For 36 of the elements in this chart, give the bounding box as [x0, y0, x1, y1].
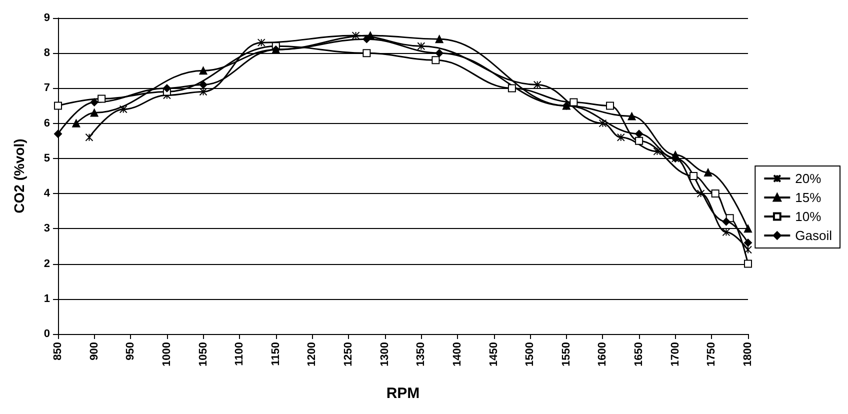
- x-tick-label: 1200: [306, 342, 318, 366]
- y-tick-label: 8: [44, 47, 50, 60]
- legend-label: Gasoil: [795, 228, 832, 243]
- y-tick-label: 3: [44, 222, 50, 235]
- x-tick-label: 1650: [633, 342, 646, 366]
- x-tick-label: 1600: [596, 342, 609, 366]
- legend-label: 10%: [795, 209, 822, 224]
- x-axis-title: RPM: [386, 385, 420, 402]
- x-tick-label: 1450: [488, 342, 500, 366]
- y-axis-title: CO2 (%vol): [11, 138, 27, 214]
- x-tick-label: 1500: [524, 342, 536, 366]
- x-tick-label: 1550: [560, 342, 572, 366]
- y-tick-label: 7: [44, 82, 50, 94]
- x-tick-label: 1100: [234, 342, 246, 366]
- y-tick-label: 2: [44, 258, 50, 270]
- x-tick-label: 1350: [415, 342, 428, 366]
- legend-label: 20%: [795, 171, 822, 186]
- legend-label: 15%: [795, 190, 822, 205]
- x-tick-label: 850: [52, 342, 64, 360]
- x-tick-label: 1300: [378, 342, 391, 366]
- x-tick-label: 1050: [197, 342, 210, 366]
- y-tick-label: 6: [44, 117, 50, 130]
- y-tick-label: 9: [44, 12, 50, 24]
- x-tick-label: 1700: [669, 342, 682, 366]
- x-tick-label: 900: [88, 342, 100, 360]
- x-tick-label: 950: [124, 342, 137, 360]
- y-tick-label: 1: [44, 292, 50, 305]
- x-tick-label: 1400: [451, 342, 464, 366]
- y-tick-label: 5: [44, 152, 50, 164]
- x-tick-label: 1000: [160, 342, 173, 366]
- x-tick-label: 1800: [742, 342, 754, 366]
- x-tick-label: 1750: [706, 342, 718, 366]
- x-tick-label: 1150: [270, 342, 282, 366]
- y-tick-label: 0: [44, 328, 50, 340]
- x-tick-label: 1250: [342, 342, 355, 366]
- y-tick-label: 4: [44, 188, 51, 200]
